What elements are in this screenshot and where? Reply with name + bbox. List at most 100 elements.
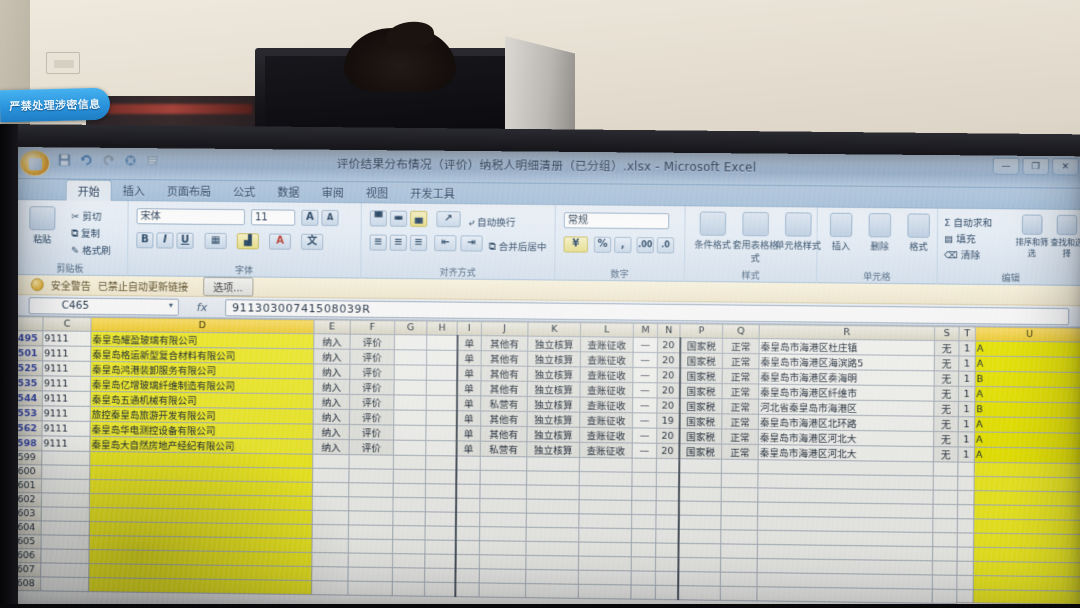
cell-G535[interactable] (393, 379, 427, 396)
cell-L604[interactable] (578, 527, 632, 543)
cell-D501[interactable]: 秦皇岛格运新型复合材料有限公司 (90, 346, 314, 364)
cell-E598[interactable]: 纳入 (312, 439, 350, 455)
cell-T604[interactable] (957, 532, 974, 548)
grow-font-button[interactable]: A (301, 209, 319, 226)
decrease-decimal-button[interactable]: .0 (656, 237, 675, 254)
cell-M602[interactable] (631, 500, 657, 515)
cell-R495[interactable]: 秦皇岛市海港区杜庄镇 (759, 338, 935, 356)
decrease-indent-button[interactable]: ⇤ (434, 235, 457, 252)
cell-H501[interactable] (426, 350, 457, 366)
cell-Q602[interactable] (720, 501, 758, 517)
cell-P602[interactable] (678, 500, 722, 516)
quick-print-icon[interactable] (124, 154, 137, 167)
cell-L598[interactable]: 查账征收 (579, 442, 633, 459)
cell-L525[interactable]: 查账征收 (580, 366, 633, 383)
cell-S598[interactable]: 无 (933, 446, 959, 463)
column-header-N[interactable]: N (657, 323, 681, 338)
cell-G608[interactable] (392, 581, 425, 597)
cell-F600[interactable] (348, 468, 394, 484)
cell-I604[interactable] (455, 526, 480, 541)
cell-N600[interactable] (656, 472, 679, 487)
cell-F605[interactable] (348, 538, 393, 554)
conditional-format-button[interactable]: 条件格式 (689, 211, 736, 251)
cell-E525[interactable]: 纳入 (313, 363, 350, 380)
cell-I607[interactable] (454, 568, 480, 583)
align-bottom-button[interactable]: ▄ (410, 210, 428, 227)
cell-Q553[interactable]: 正常 (721, 413, 759, 430)
cell-F599[interactable] (348, 454, 394, 470)
comma-format-button[interactable]: , (614, 236, 632, 254)
cell-F495[interactable]: 评价 (350, 334, 395, 350)
cell-G606[interactable] (392, 553, 425, 569)
cell-K525[interactable]: 独立核算 (527, 366, 581, 382)
undo-icon[interactable] (80, 154, 93, 167)
cell-I599[interactable] (455, 455, 481, 471)
cell-H604[interactable] (424, 525, 456, 541)
cell-T598[interactable]: 1 (957, 446, 975, 463)
cell-S501[interactable]: 无 (934, 355, 959, 372)
cell-C599[interactable] (41, 450, 90, 466)
cell-P525[interactable]: 国家税 (679, 367, 723, 384)
align-left-button[interactable]: ≡ (369, 234, 387, 251)
cell-H535[interactable] (426, 380, 457, 396)
cell-K544[interactable]: 独立核算 (527, 396, 580, 413)
cell-N553[interactable]: 19 (656, 413, 680, 429)
cell-G607[interactable] (392, 567, 425, 583)
cell-E599[interactable] (312, 454, 350, 469)
cell-T605[interactable] (957, 547, 974, 562)
cell-H599[interactable] (425, 455, 457, 471)
cell-S601[interactable] (933, 490, 958, 505)
cell-J598[interactable]: 私营有 (480, 441, 527, 457)
cell-L495[interactable]: 查账征收 (580, 336, 634, 353)
increase-decimal-button[interactable]: .00 (636, 237, 654, 254)
cell-L602[interactable] (578, 499, 632, 515)
cell-P495[interactable]: 国家税 (679, 337, 723, 354)
cell-P601[interactable] (678, 486, 722, 502)
cell-G544[interactable] (393, 394, 427, 411)
cell-T601[interactable] (957, 490, 975, 505)
cell-M544[interactable]: — (632, 397, 658, 414)
cell-N603[interactable] (655, 514, 679, 530)
cell-H602[interactable] (425, 497, 456, 513)
cell-L601[interactable] (579, 485, 632, 501)
cell-S562[interactable]: 无 (933, 431, 959, 447)
cell-N495[interactable]: 20 (657, 337, 680, 353)
bold-button[interactable]: B (136, 232, 154, 249)
cell-T495[interactable]: 1 (958, 340, 976, 357)
cell-L562[interactable]: 查账征收 (579, 427, 633, 443)
cell-E602[interactable] (312, 496, 349, 511)
cell-L599[interactable] (579, 457, 633, 473)
cell-K605[interactable] (525, 541, 579, 557)
number-format-select[interactable]: 常规 (563, 212, 670, 230)
cell-H525[interactable] (426, 365, 457, 381)
cell-L605[interactable] (578, 541, 632, 557)
cell-Q598[interactable]: 正常 (721, 444, 759, 460)
borders-button[interactable]: ▦ (204, 232, 227, 250)
cell-M599[interactable] (632, 458, 657, 473)
tab-formulas[interactable]: 公式 (233, 186, 256, 200)
cell-R501[interactable]: 秦皇岛市海港区海滨路5 (758, 353, 935, 371)
cell-S599[interactable] (933, 461, 958, 477)
cell-S525[interactable]: 无 (934, 370, 959, 387)
cell-E605[interactable] (311, 538, 349, 553)
cell-J544[interactable]: 私营有 (480, 395, 528, 412)
cell-G603[interactable] (392, 511, 426, 526)
cell-U598[interactable]: A (974, 447, 1080, 464)
tab-home[interactable]: 开始 (65, 179, 112, 201)
cell-I600[interactable] (455, 470, 481, 485)
cell-L608[interactable] (578, 584, 632, 600)
column-header-E[interactable]: E (313, 319, 351, 335)
cell-E607[interactable] (311, 566, 349, 582)
cell-L600[interactable] (579, 471, 633, 487)
cell-J562[interactable]: 其他有 (480, 426, 528, 442)
wrap-text-button[interactable]: ⤶ 自动换行 (468, 217, 516, 229)
cell-R544[interactable]: 河北省秦皇岛市海港区 (758, 399, 934, 417)
italic-button[interactable]: I (156, 232, 174, 249)
cell-S544[interactable]: 无 (933, 401, 959, 417)
cell-H603[interactable] (425, 511, 456, 527)
redo-icon[interactable] (102, 154, 115, 167)
cell-D608[interactable] (88, 577, 312, 595)
cell-Q601[interactable] (721, 487, 758, 502)
cell-F544[interactable]: 评价 (349, 394, 394, 410)
cell-C544[interactable]: 9111 (42, 390, 91, 407)
